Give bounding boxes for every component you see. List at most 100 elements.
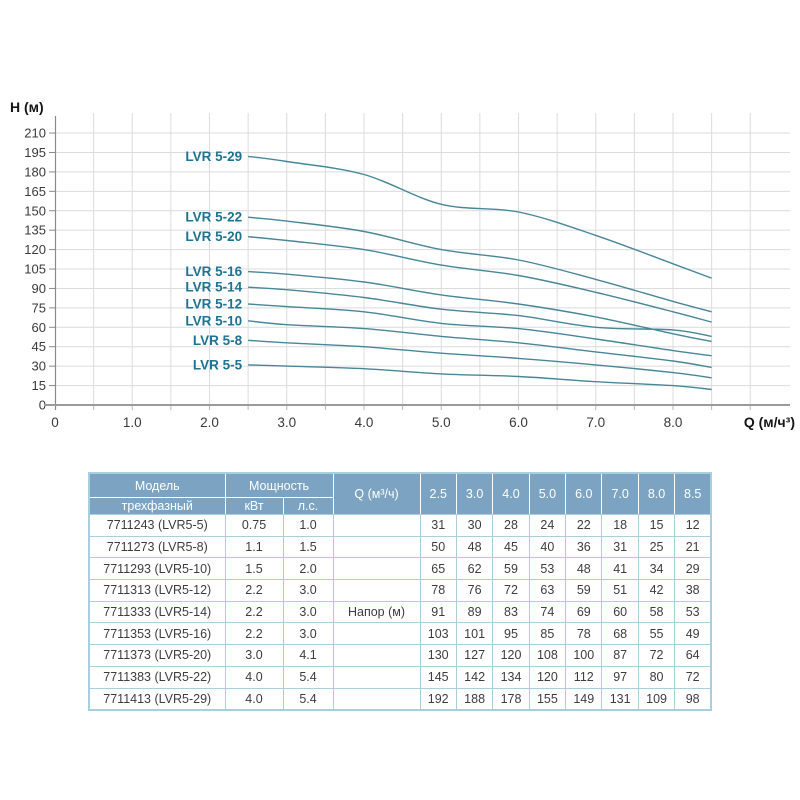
cell-head-value: 12 xyxy=(674,514,712,537)
cell-head-value: 178 xyxy=(492,687,530,711)
cell-head-value: 83 xyxy=(492,600,530,624)
cell-head-value: 36 xyxy=(565,535,603,559)
pump-curve-LVR-5-5 xyxy=(248,364,712,391)
cell-head-value: 98 xyxy=(674,687,712,711)
cell-power-kw: 2.2 xyxy=(224,622,284,646)
y-tick-label: 75 xyxy=(32,300,46,315)
cell-head-value: 45 xyxy=(492,535,530,559)
cell-head-value: 58 xyxy=(637,600,676,624)
x-tick-label: 8.0 xyxy=(664,415,683,430)
y-tick-label: 0 xyxy=(39,398,46,413)
x-tick-label: 2.0 xyxy=(200,415,219,430)
cell-head-value: 72 xyxy=(637,644,676,667)
header-q-5-0: 5.0 xyxy=(528,472,567,515)
header-q-8-0: 8.0 xyxy=(637,472,676,515)
cell-napor-empty xyxy=(332,622,421,646)
cell-head-value: 76 xyxy=(455,579,494,602)
cell-head-value: 63 xyxy=(528,579,567,602)
cell-head-value: 60 xyxy=(601,600,639,624)
cell-head-value: 109 xyxy=(637,687,676,711)
x-tick-label: 6.0 xyxy=(509,415,528,430)
table-row: 7711413 (LVR5-29) 4.0 5.4 192 188 178 155 149 13… xyxy=(88,687,712,711)
cell-napor-empty xyxy=(332,514,421,537)
cell-head-value: 89 xyxy=(455,600,494,624)
x-tick-label: 0 xyxy=(51,415,59,430)
cell-head-value: 48 xyxy=(455,535,494,559)
pump-curve-LVR-5-29 xyxy=(248,155,712,279)
cell-model: 7711293 (LVR5-10) xyxy=(88,557,226,581)
cell-power-kw: 1.5 xyxy=(224,557,284,581)
cell-head-value: 15 xyxy=(637,514,676,537)
cell-head-value: 42 xyxy=(637,579,676,602)
header-power-title: Мощность xyxy=(224,472,334,498)
cell-head-value: 22 xyxy=(565,514,603,537)
cell-head-value: 53 xyxy=(528,557,567,581)
cell-power-hp: 4.1 xyxy=(282,644,334,667)
pump-curve-LVR-5-10 xyxy=(248,320,712,369)
curve-label-LVR-5-14: LVR 5-14 xyxy=(185,280,242,295)
y-axis-title: H (м) xyxy=(10,99,44,115)
cell-head-value: 31 xyxy=(419,514,457,537)
cell-model: 7711373 (LVR5-20) xyxy=(88,644,226,667)
header-q-3-0: 3.0 xyxy=(455,472,494,515)
cell-napor-empty xyxy=(332,557,421,581)
cell-head-value: 100 xyxy=(565,644,603,667)
cell-head-value: 29 xyxy=(674,557,712,581)
cell-head-value: 41 xyxy=(601,557,639,581)
curve-label-LVR-5-10: LVR 5-10 xyxy=(185,313,242,328)
x-tick-label: 4.0 xyxy=(355,415,374,430)
cell-head-value: 130 xyxy=(419,644,457,667)
pump-curve-LVR-5-20 xyxy=(248,236,712,323)
cell-head-value: 72 xyxy=(492,579,530,602)
header-q-8-5: 8.5 xyxy=(674,472,712,515)
cell-head-value: 59 xyxy=(492,557,530,581)
x-axis-title: Q (м/ч³) xyxy=(744,414,795,430)
x-tick-label: 5.0 xyxy=(432,415,451,430)
cell-head-value: 21 xyxy=(674,535,712,559)
cell-head-value: 34 xyxy=(637,557,676,581)
cell-head-value: 103 xyxy=(419,622,457,646)
y-tick-label: 180 xyxy=(24,164,46,179)
cell-power-kw: 4.0 xyxy=(224,687,284,711)
cell-head-value: 68 xyxy=(601,622,639,646)
cell-head-value: 120 xyxy=(492,644,530,667)
cell-napor-empty xyxy=(332,644,421,667)
table-row: 7711373 (LVR5-20) 3.0 4.1 130 127 120 108 100 87… xyxy=(88,644,712,667)
cell-model: 7711353 (LVR5-16) xyxy=(88,622,226,646)
cell-head-value: 55 xyxy=(637,622,676,646)
pump-curve-LVR-5-16 xyxy=(248,270,712,343)
y-tick-label: 120 xyxy=(24,242,46,257)
cell-head-value: 24 xyxy=(528,514,567,537)
pump-spec-table: Модель Мощность Q (м³/ч) 2.5 3.0 4.0 5.0… xyxy=(88,472,713,712)
pump-curve-LVR-5-22 xyxy=(248,216,712,313)
cell-napor-empty xyxy=(332,535,421,559)
header-q-title: Q (м³/ч) xyxy=(332,472,421,515)
header-model-subtitle: трехфазный xyxy=(88,497,226,515)
cell-head-value: 62 xyxy=(455,557,494,581)
cell-head-value: 85 xyxy=(528,622,567,646)
cell-power-hp: 3.0 xyxy=(282,579,334,602)
curve-label-LVR-5-8: LVR 5-8 xyxy=(193,333,243,348)
header-q-2-5: 2.5 xyxy=(419,472,457,515)
cell-napor-empty xyxy=(332,579,421,602)
y-tick-label: 15 xyxy=(32,378,46,393)
curve-label-LVR-5-22: LVR 5-22 xyxy=(185,210,242,225)
curve-label-LVR-5-20: LVR 5-20 xyxy=(185,229,242,244)
cell-head-value: 127 xyxy=(455,644,494,667)
cell-power-hp: 5.4 xyxy=(282,687,334,711)
cell-head-value: 25 xyxy=(637,535,676,559)
table-row: 7711293 (LVR5-10) 1.5 2.0 65 62 59 53 48 41 34 29 xyxy=(88,557,712,581)
curve-label-LVR-5-5: LVR 5-5 xyxy=(193,357,243,372)
cell-head-value: 97 xyxy=(601,665,639,689)
pump-performance-chart: 0 15 30 45 60 75 90 105 120 135 150 165 180 195 210 0 1.… xyxy=(10,99,795,430)
x-tick-label: 3.0 xyxy=(277,415,296,430)
table-row: 7711383 (LVR5-22) 4.0 5.4 145 142 134 120 112 97… xyxy=(88,665,712,689)
table-body: 7711243 (LVR5-5) 0.75 1.0 31 30 28 24 22 18 15 12 7… xyxy=(88,514,712,711)
cell-head-value: 188 xyxy=(455,687,494,711)
x-tick-label: 1.0 xyxy=(123,415,142,430)
cell-head-value: 134 xyxy=(492,665,530,689)
cell-head-value: 74 xyxy=(528,600,567,624)
cell-head-value: 80 xyxy=(637,665,676,689)
cell-power-hp: 1.5 xyxy=(282,535,334,559)
